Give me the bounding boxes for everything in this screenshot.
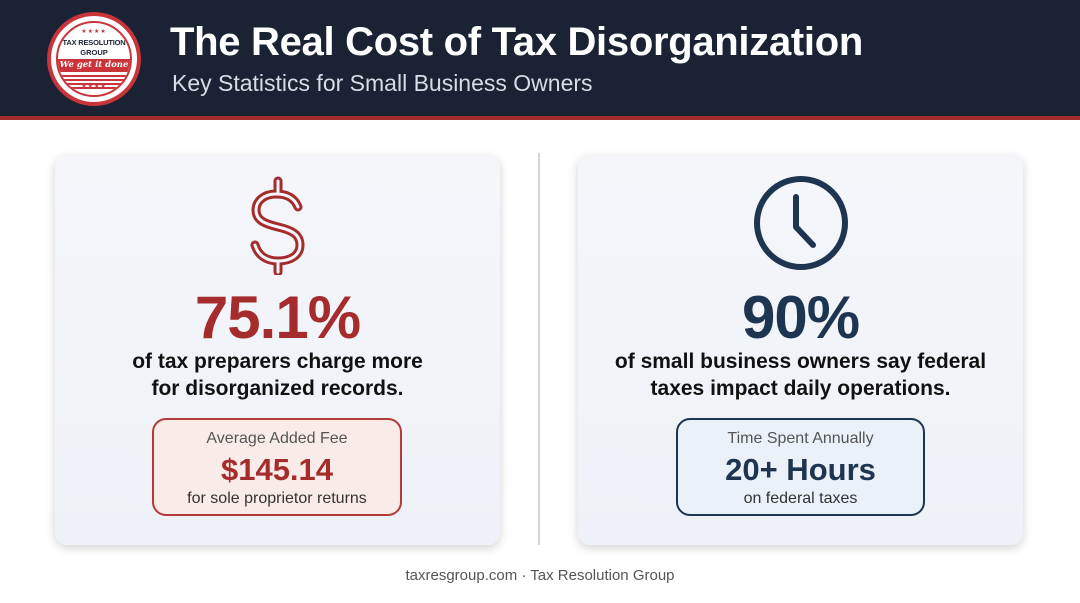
stat-description: of small business owners say federal tax… [578,348,1023,402]
detail-label: Average Added Fee [206,430,348,447]
header-banner: ★★★★ TAX RESOLUTION GROUP We get it done… [0,0,1080,120]
company-logo: ★★★★ TAX RESOLUTION GROUP We get it done… [47,12,141,106]
page-title: The Real Cost of Tax Disorganization [170,20,863,64]
stat-description-line2: for disorganized records. [151,377,404,400]
logo-stars-bottom: ★★★★ [81,84,107,90]
detail-box: Average Added Fee $145.14 for sole propr… [152,418,402,516]
stat-card-time: 90% of small business owners say federal… [578,155,1023,545]
logo-tagline: We get it done [58,59,130,72]
detail-box: Time Spent Annually 20+ Hours on federal… [676,418,925,516]
logo-seal: ★★★★ TAX RESOLUTION GROUP We get it done… [56,21,132,97]
detail-value: 20+ Hours [725,452,876,487]
stat-description-line2: taxes impact daily operations. [650,377,951,400]
stat-card-fees: 75.1% of tax preparers charge more for d… [55,155,500,545]
stat-value: 90% [741,284,860,351]
logo-text-line2: GROUP [80,48,108,57]
logo-stars-top: ★★★★ [81,29,107,35]
detail-value: $145.14 [220,452,334,487]
stat-description-line1: of tax preparers charge more [132,350,423,373]
logo-text-line1: TAX RESOLUTION [62,38,126,47]
card-divider [538,153,540,545]
stat-description: of tax preparers charge more for disorga… [55,348,500,402]
logo-stripes [58,75,130,89]
stat-description-line1: of small business owners say federal [614,350,987,373]
dollar-sign-icon [55,175,500,275]
stat-value: 75.1% [194,284,361,351]
detail-subtext: on federal taxes [743,490,858,507]
clock-icon [578,175,1023,275]
page-subtitle: Key Statistics for Small Business Owners [172,70,593,96]
detail-label: Time Spent Annually [727,430,874,447]
footer-credit: taxresgroup.com · Tax Resolution Group [405,567,675,584]
detail-subtext: for sole proprietor returns [187,490,367,507]
